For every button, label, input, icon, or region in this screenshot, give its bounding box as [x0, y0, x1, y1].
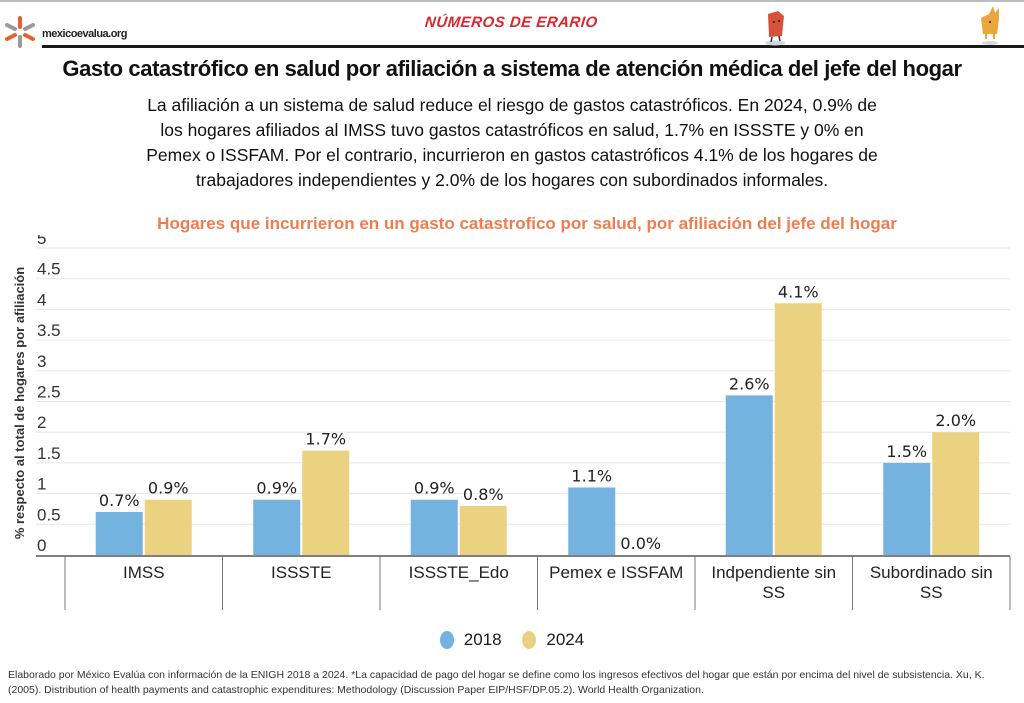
data-label-2024: 0.9% [148, 479, 189, 498]
data-label-2018: 0.7% [99, 491, 140, 510]
y-tick-label: 0 [37, 536, 46, 555]
bar-2024[interactable] [459, 505, 507, 555]
x-tick-label: IMSS [123, 563, 165, 582]
brand-logo: NÚMEROS DE ERARIO [424, 14, 599, 31]
header-bar: mexicoevalua.org NÚMEROS DE ERARIO [0, 0, 1024, 48]
legend: 2018 2024 [0, 630, 1024, 654]
yellow-cat-mascot-icon [981, 6, 999, 45]
x-tick-label: SS [920, 583, 943, 602]
red-document-mascot-icon [765, 11, 785, 46]
x-tick-label: ISSSTE [271, 563, 331, 582]
bar-2024[interactable] [774, 303, 822, 555]
data-label-2018: 1.1% [571, 466, 612, 485]
y-axis-label: % respecto al total de hogares por afili… [12, 267, 27, 539]
page-title: Gasto catastrófico en salud por afiliaci… [62, 56, 962, 81]
data-label-2018: 2.6% [729, 374, 770, 393]
data-label-2018: 0.9% [256, 479, 297, 498]
footer-source-note: Elaborado por México Evalúa con informac… [8, 669, 985, 696]
y-tick-label: 2.5 [37, 383, 61, 402]
chart-title: Hogares que incurrieron en un gasto cata… [157, 214, 897, 233]
data-label-2024: 0.8% [463, 485, 504, 504]
legend-swatch-2024 [522, 631, 537, 649]
x-tick-label: Indpendiente sin [711, 563, 836, 582]
y-tick-label: 4 [37, 290, 46, 309]
bar-2018[interactable] [410, 499, 458, 555]
bar-2018[interactable] [725, 395, 773, 555]
data-label-2024: 4.1% [778, 282, 819, 301]
bar-2018[interactable] [253, 499, 301, 555]
description: La afiliación a un sistema de salud redu… [70, 93, 954, 193]
description-line: Pemex o ISSFAM. Por el contrario, incurr… [146, 145, 878, 165]
y-tick-label: 1.5 [37, 444, 61, 463]
data-label-2024: 0.0% [620, 534, 661, 553]
site-name[interactable]: mexicoevalua.org [42, 28, 127, 40]
y-tick-label: 4.5 [37, 260, 61, 279]
header-rule [42, 45, 1024, 48]
data-label-2018: 0.9% [414, 479, 455, 498]
x-tick-label: Pemex e ISSFAM [549, 563, 683, 582]
legend-item-2024[interactable]: 2024 [522, 630, 584, 650]
legend-swatch-2018 [439, 631, 454, 649]
x-tick-label: ISSSTE_Edo [409, 563, 509, 582]
bar-2024[interactable] [302, 450, 350, 555]
description-line: los hogares afiliados al IMSS tuvo gasto… [160, 120, 864, 140]
legend-label-2024: 2024 [546, 630, 585, 649]
y-tick-label: 5 [37, 235, 46, 248]
legend-label-2018: 2018 [463, 630, 502, 649]
bar-2024[interactable] [932, 432, 980, 555]
y-tick-label: 2 [37, 413, 46, 432]
bar-2018[interactable] [883, 462, 931, 555]
bar-2018[interactable] [568, 487, 616, 555]
x-tick-label: Subordinado sin [870, 563, 993, 582]
legend-item-2018[interactable]: 2018 [439, 630, 502, 650]
data-label-2024: 1.7% [305, 430, 346, 449]
bar-chart: 0 0.5 1 1.5 2 2.5 3 3.5 4 4.5 5 0.7% 0.9% 0.9% 1.7% 0.… [12, 235, 1011, 610]
bar-2018[interactable] [95, 512, 143, 555]
y-tick-label: 0.5 [37, 505, 61, 524]
y-tick-label: 1 [37, 475, 46, 494]
description-line: La afiliación a un sistema de salud redu… [147, 95, 877, 115]
x-tick-label: SS [762, 583, 785, 602]
data-label-2018: 1.5% [886, 442, 927, 461]
data-label-2024: 2.0% [935, 411, 976, 430]
y-tick-label: 3 [37, 352, 46, 371]
description-line: trabajadores independientes y 2.0% de lo… [195, 170, 829, 190]
star-burst-logo-icon [5, 16, 35, 48]
bar-2024[interactable] [144, 499, 192, 555]
y-tick-label: 3.5 [37, 321, 61, 340]
